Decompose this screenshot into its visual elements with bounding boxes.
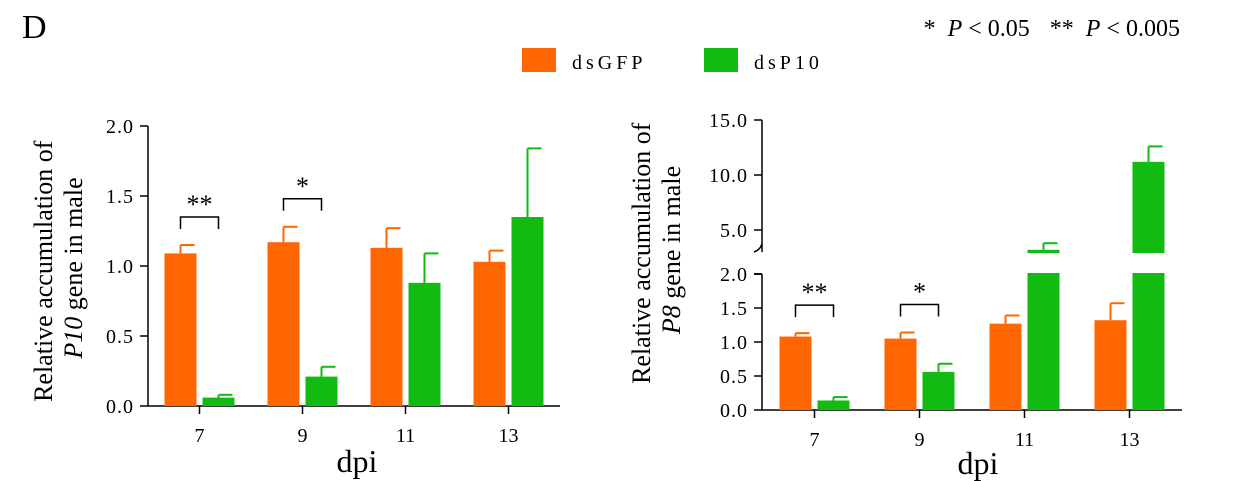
note-two-star: ** <box>1050 16 1074 42</box>
y-tick-label-2.0: 2.0 <box>720 264 748 286</box>
bar-dsgfp-9 <box>267 242 300 406</box>
bar-dsgfp-7 <box>164 253 197 406</box>
y-axis-label-gene: P10 <box>59 317 88 360</box>
bar-dsp10-7 <box>202 397 235 406</box>
chart-p10: Relative accumulation of P10 gene in mal… <box>29 116 560 479</box>
bar-dsgfp-11 <box>370 247 403 406</box>
axis-break-mark-upper <box>753 243 763 253</box>
significance-bracket-9 <box>282 198 323 211</box>
note-lt-005: < 0.005 <box>1106 16 1180 42</box>
note-lt-05: < 0.05 <box>968 16 1030 42</box>
bar-dsp10-13 <box>511 217 544 406</box>
x-tick-label-7: 7 <box>810 429 820 451</box>
x-tick-label-13: 13 <box>1120 429 1140 451</box>
legend-swatch-dsgfp <box>522 48 556 72</box>
y-tick-label-0.0: 0.0 <box>720 400 748 422</box>
y-axis-label-p8: Relative accumulation of P8 gene in male <box>627 116 686 384</box>
legend: dsGFP dsP10 <box>522 48 823 74</box>
legend-swatch-dsp10 <box>704 48 738 72</box>
x-tick-label-11: 11 <box>1015 429 1034 451</box>
y-tick-label-15.0: 15.0 <box>709 110 748 132</box>
y-tick-label-0.5: 0.5 <box>106 326 134 348</box>
bar-dsgfp-9 <box>884 338 917 410</box>
x-axis-label-p8: dpi <box>958 445 999 481</box>
axis-break-gap <box>763 253 1183 273</box>
bar-dsgfp-13 <box>473 261 506 406</box>
chart-p8: Relative accumulation of P8 gene in male… <box>627 110 1183 481</box>
y-axis-label-line2: gene in male <box>657 166 686 305</box>
legend-label-dsp10: dsP10 <box>754 52 823 74</box>
y-axis-label-p10: Relative accumulation of P10 gene in mal… <box>29 134 88 402</box>
x-tick-label-11: 11 <box>396 425 415 447</box>
significance-label-7: ** <box>802 278 828 307</box>
bar-dsgfp-11 <box>989 323 1022 410</box>
x-tick-label-13: 13 <box>499 425 519 447</box>
legend-label-dsgfp: dsGFP <box>572 52 646 74</box>
bar-dsp10-11 <box>408 282 441 406</box>
bar-dsp10-11 <box>1027 249 1060 410</box>
significance-bracket-7 <box>794 304 835 318</box>
significance-label-7: ** <box>187 190 213 219</box>
y-axis-label-line1: Relative accumulation of <box>627 122 656 384</box>
y-tick-label-1.5: 1.5 <box>106 186 134 208</box>
panel-label: D <box>22 9 47 46</box>
bar-dsgfp-13 <box>1094 320 1127 410</box>
bar-dsp10-9 <box>922 371 955 410</box>
x-axis-label-p10: dpi <box>337 443 378 479</box>
x-tick-label-9: 9 <box>915 429 925 451</box>
y-tick-label-2.0: 2.0 <box>106 116 134 138</box>
significance-bracket-9 <box>899 303 940 317</box>
bar-dsgfp-7 <box>779 336 812 410</box>
bar-dsp10-9 <box>305 376 338 406</box>
y-tick-label-0.0: 0.0 <box>106 396 134 418</box>
y-tick-label-1.5: 1.5 <box>720 298 748 320</box>
note-p-symbol: P <box>947 16 963 42</box>
significance-label-9: * <box>296 172 309 201</box>
y-tick-label-5.0: 5.0 <box>720 220 748 242</box>
y-tick-label-0.5: 0.5 <box>720 366 748 388</box>
significance-bracket-7 <box>179 216 220 229</box>
x-tick-label-7: 7 <box>195 425 205 447</box>
x-tick-label-9: 9 <box>298 425 308 447</box>
y-tick-label-10.0: 10.0 <box>709 165 748 187</box>
significance-note: * P < 0.05 ** P < 0.005 <box>924 16 1180 42</box>
y-axis-label-line1: Relative accumulation of <box>29 140 58 402</box>
note-p-symbol-2: P <box>1085 16 1101 42</box>
bar-dsp10-13 <box>1132 161 1165 410</box>
significance-label-9: * <box>913 277 926 306</box>
y-axis-label-line2: gene in male <box>59 177 88 316</box>
y-tick-label-1.0: 1.0 <box>720 332 748 354</box>
bar-dsp10-7 <box>817 400 850 410</box>
note-one-star: * <box>924 16 936 42</box>
y-axis-label-gene: P8 <box>657 305 686 335</box>
y-tick-label-1.0: 1.0 <box>106 256 134 278</box>
